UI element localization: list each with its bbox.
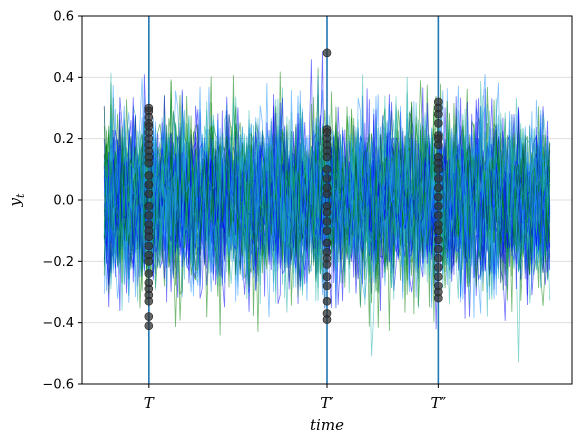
y-tick-label: 0.2 <box>53 132 74 147</box>
data-point <box>322 48 332 58</box>
data-point <box>434 174 443 183</box>
y-axis-label: yt <box>6 193 27 207</box>
data-point <box>144 241 154 251</box>
x-axis-label: time <box>310 416 344 434</box>
data-point <box>434 192 443 202</box>
data-point <box>144 269 154 278</box>
data-point <box>434 211 443 220</box>
data-point <box>322 207 332 217</box>
x-tick-label: T″ <box>431 394 447 412</box>
y-tick-label: −0.6 <box>42 378 74 393</box>
markers-layer <box>144 48 443 331</box>
data-point <box>322 260 332 269</box>
data-point <box>434 119 443 128</box>
x-axis: T T′ T″ <box>144 384 447 412</box>
y-axis: −0.6 −0.4 −0.2 0.0 0.2 0.4 0.6 <box>42 10 82 393</box>
data-point <box>434 244 443 254</box>
data-point <box>144 312 154 321</box>
data-point <box>144 171 154 180</box>
data-point <box>322 174 332 183</box>
y-tick-label: 0.4 <box>53 71 74 86</box>
data-point <box>434 183 443 193</box>
data-point <box>144 232 154 242</box>
data-point <box>144 180 154 189</box>
data-point <box>322 165 332 174</box>
y-tick-label: 0.0 <box>53 194 74 209</box>
data-point <box>144 257 154 266</box>
data-point <box>434 235 443 245</box>
data-point <box>434 293 443 303</box>
x-tick-label-prime: ′ <box>330 394 334 412</box>
x-tick-label: T′ <box>320 394 334 412</box>
y-tick-label: 0.6 <box>53 10 74 25</box>
y-tick-label: −0.2 <box>42 255 74 270</box>
x-tick-label: T <box>144 394 155 412</box>
data-point <box>144 211 154 220</box>
data-point <box>322 296 332 306</box>
data-point <box>322 272 332 281</box>
data-point <box>322 281 332 291</box>
data-point <box>434 263 443 272</box>
data-point <box>144 296 154 306</box>
data-point <box>322 217 332 226</box>
y-axis-label-main: y <box>6 197 24 207</box>
data-point <box>144 321 154 331</box>
data-point <box>144 189 154 199</box>
data-point <box>144 158 154 168</box>
x-tick-label-prime: ″ <box>441 394 447 412</box>
data-point <box>322 152 332 162</box>
data-point <box>434 272 443 281</box>
data-point <box>322 226 332 235</box>
y-tick-label: −0.4 <box>42 316 74 331</box>
data-point <box>322 238 332 248</box>
data-point <box>322 189 332 199</box>
data-point <box>322 315 332 324</box>
data-point <box>144 201 154 211</box>
y-axis-label-subscript: t <box>14 193 27 198</box>
data-point <box>434 140 443 150</box>
data-point <box>434 201 443 211</box>
data-point <box>434 226 443 235</box>
data-point <box>434 165 443 174</box>
data-point <box>434 109 443 119</box>
data-point <box>434 253 443 263</box>
